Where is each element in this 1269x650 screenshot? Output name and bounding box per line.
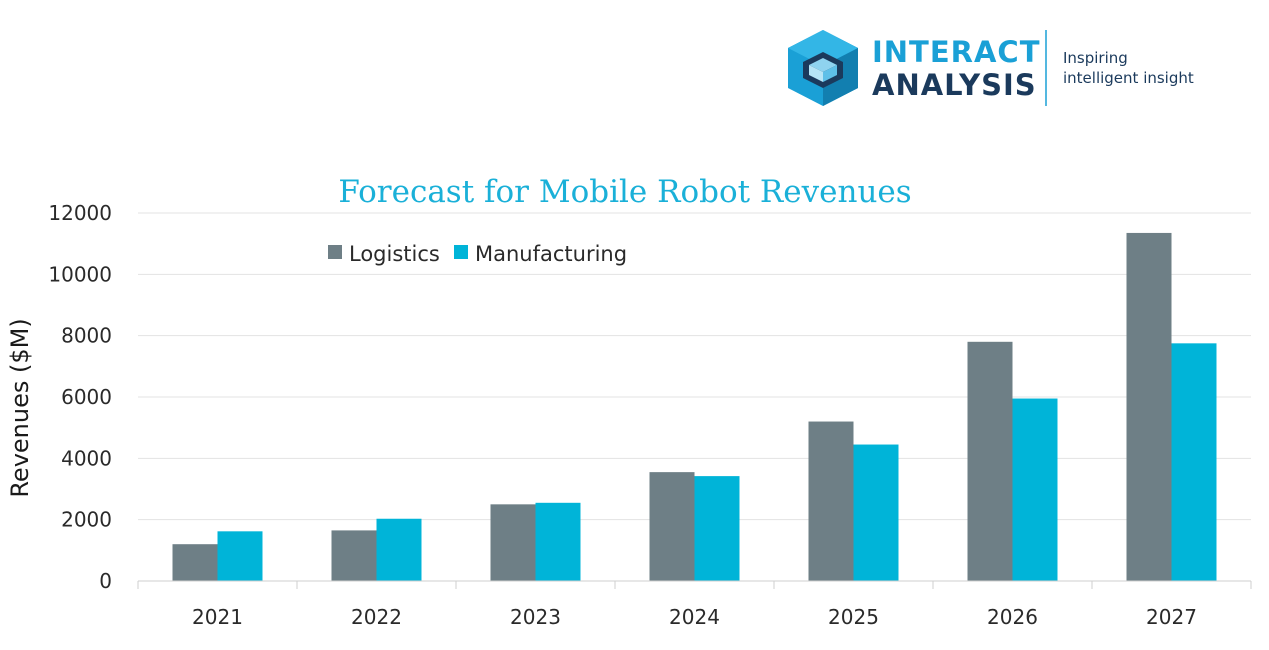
y-tick-label: 0 xyxy=(99,569,112,593)
y-tick-label: 2000 xyxy=(61,508,112,532)
x-axis-ticks: 2021 2022 2023 2024 2025 2026 2027 xyxy=(192,605,1197,629)
x-tick-label: 2021 xyxy=(192,605,243,629)
bar-manufacturing-2021 xyxy=(217,531,263,581)
legend-swatch-logistics xyxy=(328,245,342,259)
bar-logistics-2026 xyxy=(967,341,1013,581)
bar-manufacturing-2026 xyxy=(1012,398,1058,581)
bar-manufacturing-2027 xyxy=(1171,343,1217,581)
x-tick-label: 2022 xyxy=(351,605,402,629)
x-tick-label: 2026 xyxy=(987,605,1038,629)
bar-manufacturing-2022 xyxy=(376,518,422,581)
chart-title: Forecast for Mobile Robot Revenues xyxy=(338,174,911,210)
y-tick-label: 6000 xyxy=(61,385,112,409)
y-tick-label: 12000 xyxy=(48,201,112,225)
bar-logistics-2024 xyxy=(649,472,695,581)
bar-manufacturing-2025 xyxy=(853,444,899,581)
legend-label-manufacturing: Manufacturing xyxy=(475,242,627,266)
legend-label-logistics: Logistics xyxy=(349,242,440,266)
y-tick-label: 4000 xyxy=(61,446,112,470)
y-axis-ticks: 0 2000 4000 6000 8000 10000 12000 xyxy=(48,201,112,593)
brand-name-line2: ANALYSIS xyxy=(872,68,1037,102)
bar-manufacturing-2024 xyxy=(694,476,740,581)
bar-logistics-2021 xyxy=(172,544,218,581)
bar-logistics-2022 xyxy=(331,530,377,581)
bar-logistics-2025 xyxy=(808,421,854,581)
legend: Logistics Manufacturing xyxy=(328,242,627,266)
bars xyxy=(172,232,1217,581)
legend-swatch-manufacturing xyxy=(454,245,468,259)
x-tick-label: 2024 xyxy=(669,605,720,629)
brand-name-line1: INTERACT xyxy=(872,35,1041,69)
x-tick-label: 2023 xyxy=(510,605,561,629)
bar-logistics-2027 xyxy=(1126,232,1172,581)
x-tick-label: 2025 xyxy=(828,605,879,629)
tagline-line2: intelligent insight xyxy=(1063,69,1194,87)
y-axis-label: Revenues ($M) xyxy=(6,318,34,497)
y-tick-label: 8000 xyxy=(61,324,112,348)
x-axis xyxy=(137,580,1252,589)
tagline-line1: Inspiring xyxy=(1063,49,1128,67)
hexagon-logo-icon xyxy=(788,30,858,106)
bar-logistics-2023 xyxy=(490,504,536,581)
bar-manufacturing-2023 xyxy=(535,502,581,581)
y-tick-label: 10000 xyxy=(48,262,112,286)
x-tick-label: 2027 xyxy=(1146,605,1197,629)
logo: INTERACT ANALYSIS Inspiring intelligent … xyxy=(788,30,1194,106)
